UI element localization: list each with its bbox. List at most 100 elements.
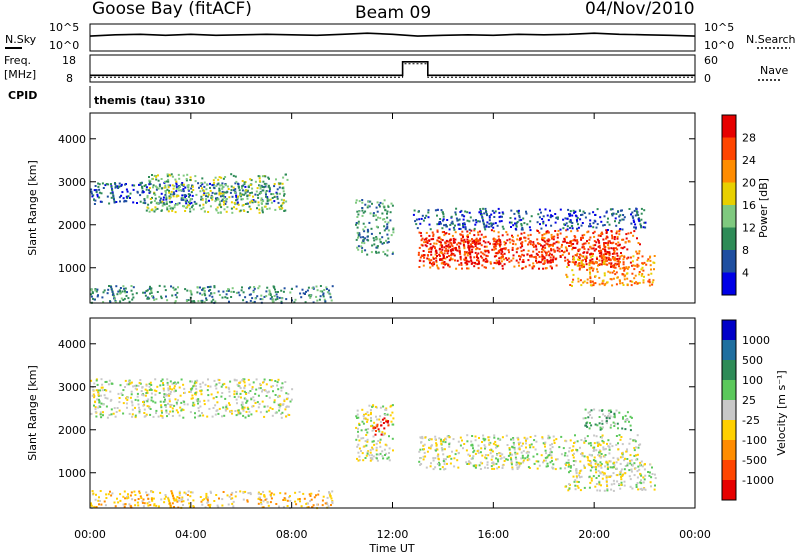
echo-cell xyxy=(191,387,193,390)
echo-cell xyxy=(249,390,252,392)
echo-cell xyxy=(579,446,581,449)
echo-cell xyxy=(599,235,602,237)
echo-cell xyxy=(611,234,613,237)
echo-cell xyxy=(257,287,260,290)
echo-cell xyxy=(244,296,247,299)
echo-cell xyxy=(228,403,231,406)
echo-cell xyxy=(285,298,288,301)
echo-cell xyxy=(599,428,602,431)
echo-cell xyxy=(432,257,435,260)
echo-cell xyxy=(371,454,373,457)
echo-cell xyxy=(451,245,454,248)
echo-cell xyxy=(604,263,607,266)
echo-cell xyxy=(517,212,520,215)
echo-cell xyxy=(496,261,499,264)
echo-cell xyxy=(605,253,607,256)
echo-cell xyxy=(498,211,501,214)
echo-cell xyxy=(386,413,389,416)
echo-cell xyxy=(260,202,263,205)
time-axis-label: Time UT xyxy=(368,542,414,554)
echo-cell xyxy=(159,414,162,417)
echo-cell xyxy=(629,438,632,440)
echo-cell xyxy=(110,288,113,291)
echo-cell xyxy=(246,197,249,200)
echo-cell xyxy=(459,252,462,255)
echo-cell xyxy=(459,444,462,447)
echo-cell xyxy=(580,262,583,265)
echo-cell xyxy=(438,248,441,251)
echo-cell xyxy=(153,174,156,177)
echo-cell xyxy=(223,382,226,385)
echo-cell xyxy=(91,490,94,493)
echo-cell xyxy=(186,199,188,202)
echo-cell xyxy=(281,207,284,210)
echo-cell xyxy=(595,261,598,264)
echo-cell xyxy=(112,195,115,198)
echo-cell xyxy=(101,182,104,185)
echo-cell xyxy=(207,385,210,388)
echo-cell xyxy=(510,438,512,441)
echo-cell xyxy=(598,422,601,425)
echo-cell xyxy=(235,398,238,401)
echo-cell xyxy=(541,234,544,237)
echo-cell xyxy=(642,281,645,284)
echo-cell xyxy=(516,238,519,241)
echo-cell xyxy=(592,284,595,287)
echo-cell xyxy=(190,201,193,204)
echo-cell xyxy=(205,192,208,195)
echo-cell xyxy=(566,241,568,244)
echo-cell xyxy=(264,498,267,501)
echo-cell xyxy=(263,378,266,381)
echo-cell xyxy=(168,385,171,388)
echo-cell xyxy=(235,291,238,294)
echo-cell xyxy=(472,219,475,222)
echo-cell xyxy=(328,492,331,495)
echo-cell xyxy=(535,245,538,248)
echo-cell xyxy=(148,297,151,300)
echo-cell xyxy=(486,255,489,258)
echo-cell xyxy=(573,256,575,259)
echo-cell xyxy=(636,470,639,473)
echo-cell xyxy=(611,271,614,274)
echo-cell xyxy=(474,251,477,254)
echo-cell xyxy=(477,231,479,234)
echo-cell xyxy=(587,411,590,414)
echo-cell xyxy=(511,236,514,239)
echo-cell xyxy=(573,442,575,444)
echo-cell xyxy=(238,294,241,297)
echo-cell xyxy=(225,404,228,407)
echo-cell xyxy=(529,220,532,223)
echo-cell xyxy=(216,401,219,404)
echo-cell xyxy=(193,300,195,303)
echo-cell xyxy=(436,230,439,233)
echo-cell xyxy=(366,451,369,454)
echo-cell xyxy=(357,427,359,430)
echo-cell xyxy=(493,240,496,243)
echo-cell xyxy=(167,180,170,183)
echo-cell xyxy=(265,183,268,186)
echo-cell xyxy=(510,458,513,461)
echo-cell xyxy=(459,211,462,213)
echo-cell xyxy=(551,459,553,462)
echo-cell xyxy=(249,201,251,204)
echo-cell xyxy=(234,495,237,498)
echo-cell xyxy=(114,505,117,508)
echo-cell xyxy=(131,293,134,296)
echo-cell xyxy=(460,209,463,212)
echo-cell xyxy=(204,506,207,509)
echo-cell xyxy=(93,395,96,398)
echo-cell xyxy=(606,221,609,224)
echo-cell xyxy=(518,443,520,446)
echo-cell xyxy=(460,233,463,236)
echo-cell xyxy=(563,454,566,457)
echo-cell xyxy=(123,490,126,493)
echo-cell xyxy=(97,182,100,185)
echo-cell xyxy=(158,185,161,188)
echo-cell xyxy=(566,225,569,228)
echo-cell xyxy=(279,403,282,406)
echo-cell xyxy=(466,238,469,241)
echo-cell xyxy=(527,249,530,252)
echo-cell xyxy=(161,415,164,418)
echo-cell xyxy=(611,237,614,240)
echo-cell xyxy=(100,416,103,419)
